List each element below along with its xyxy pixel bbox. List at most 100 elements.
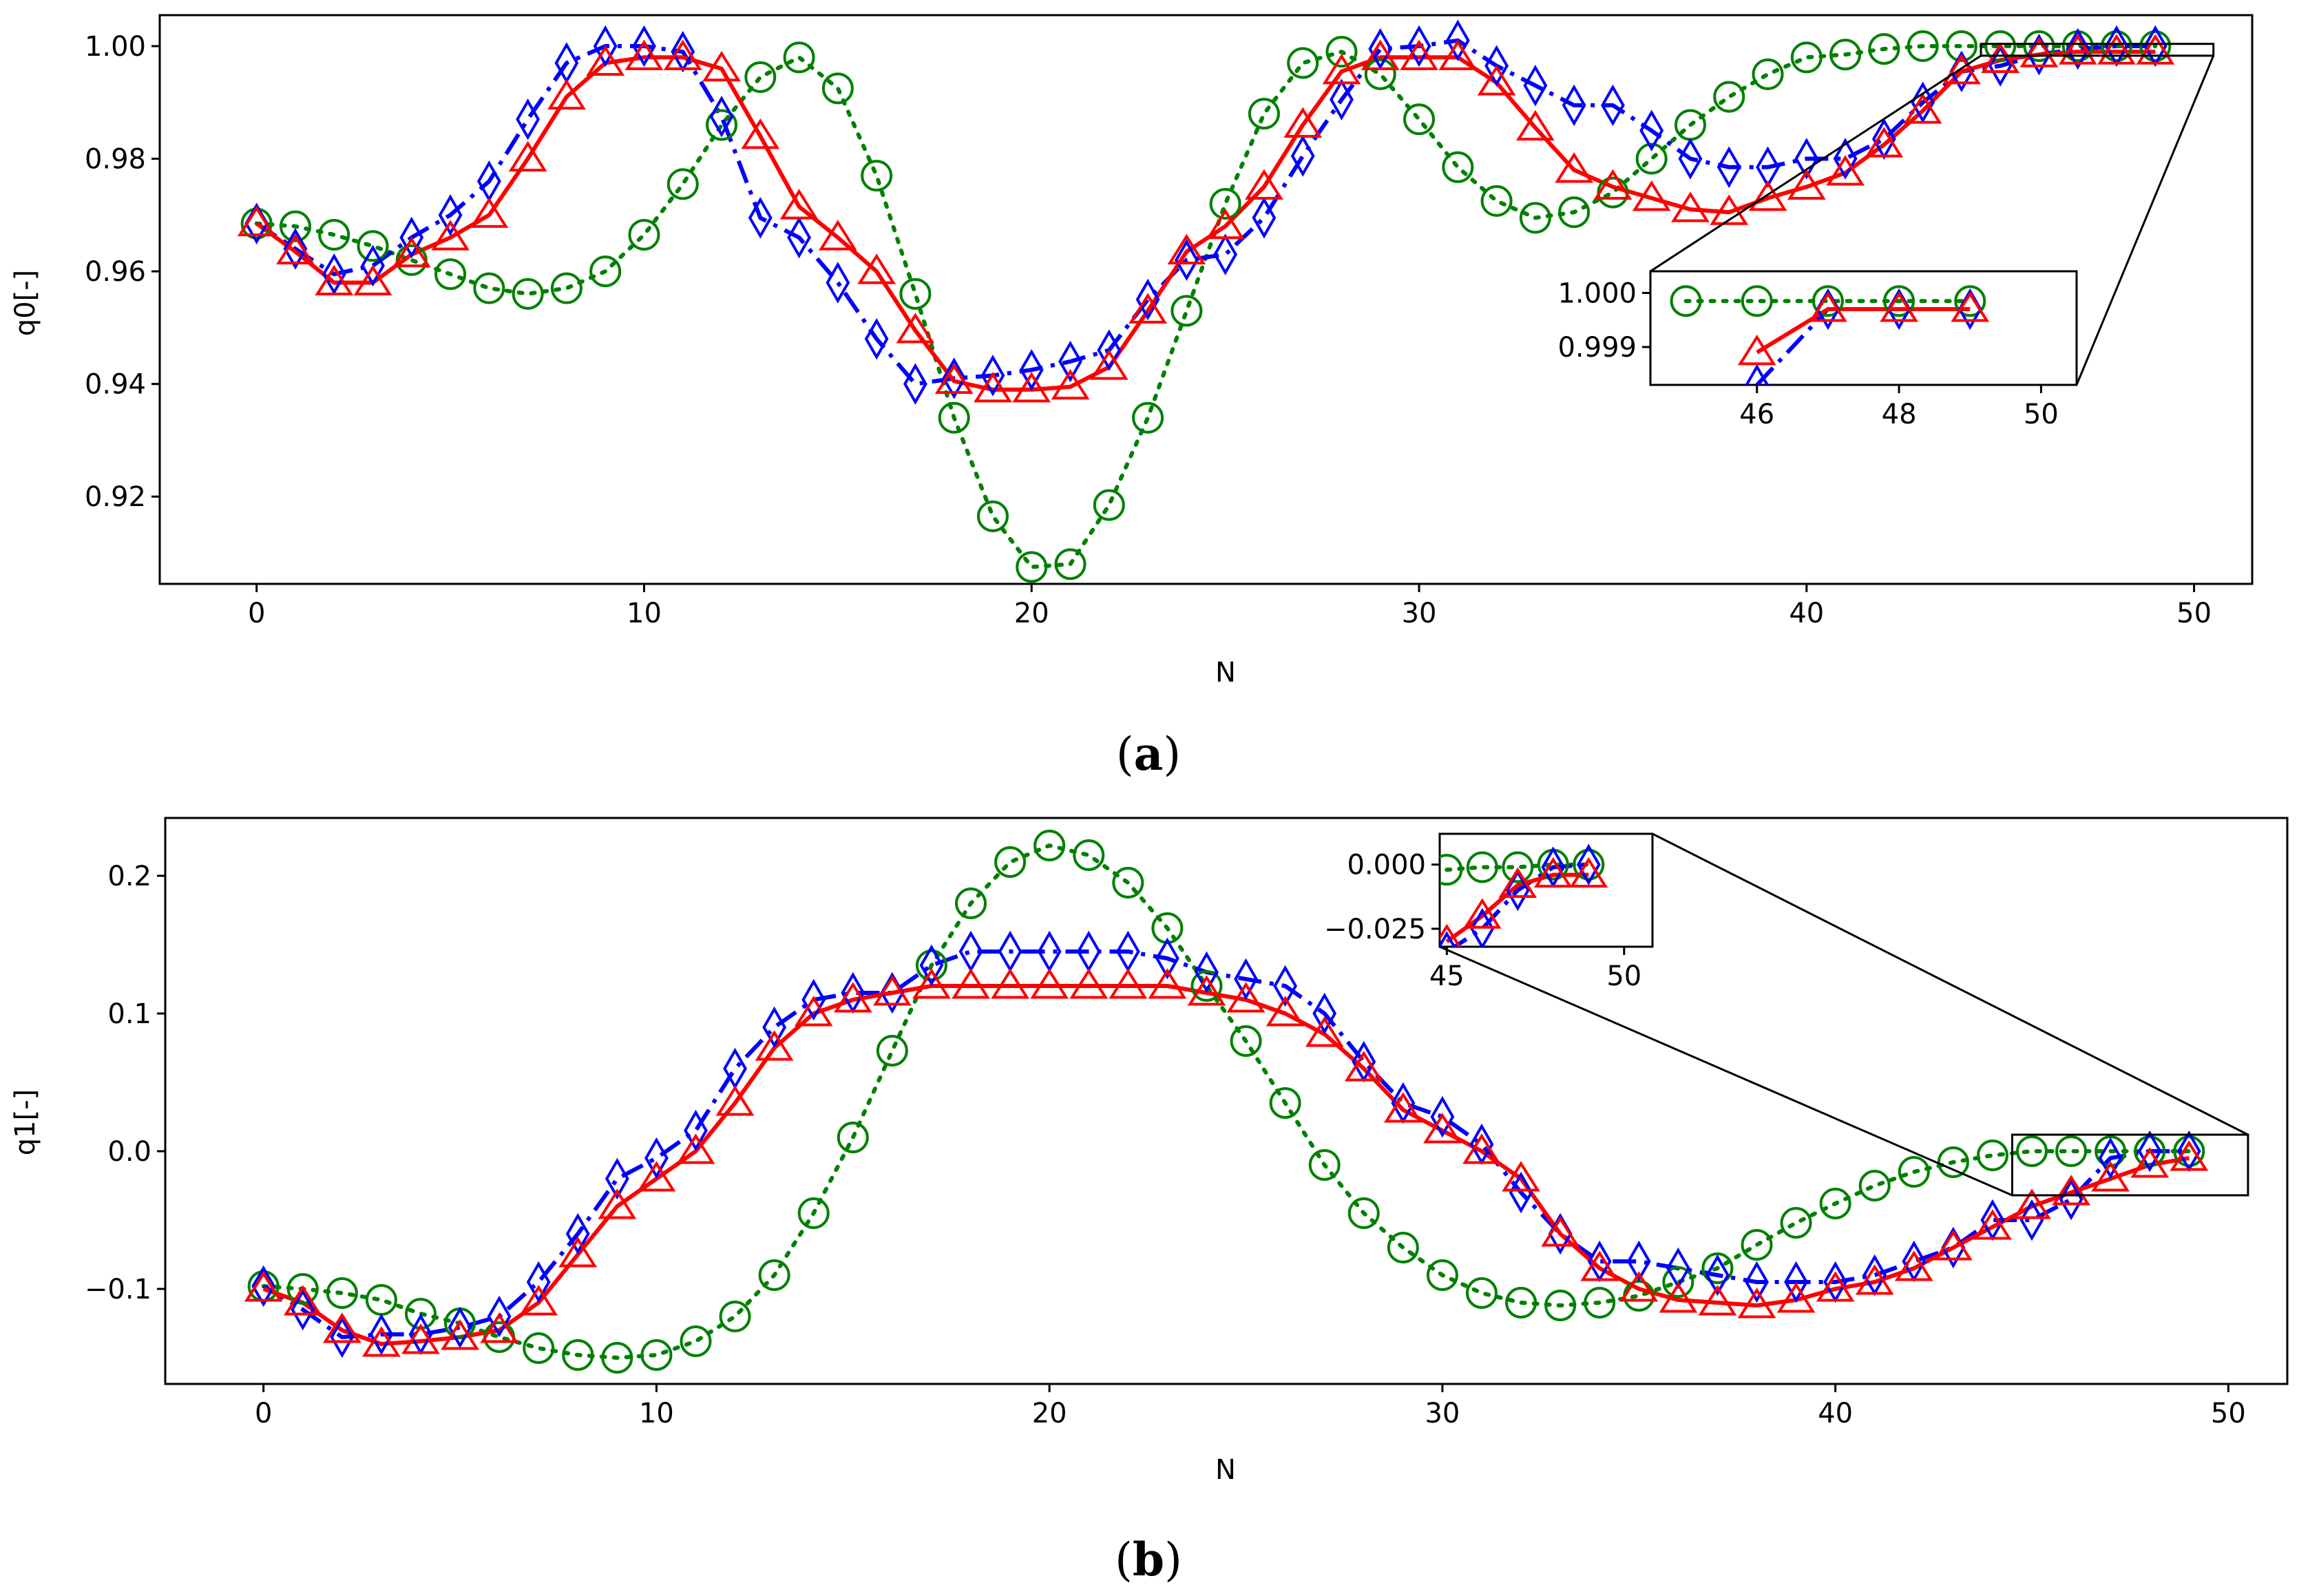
pb-series-green-circle-point-21 <box>1073 839 1105 871</box>
pb-series-blue-diamond-point-42 <box>1902 1240 1927 1283</box>
pa-series-red-triangle-point-12 <box>702 50 741 82</box>
pa-zoom-connector <box>1650 54 1982 273</box>
pb-series-red-triangle-point-48 <box>2130 1147 2170 1178</box>
pb-series-green-circle-point-33 <box>1544 1290 1577 1321</box>
pa-series-green-circle-point-23 <box>1132 401 1164 434</box>
pa-y-tick-label: 0.94 <box>85 369 146 401</box>
pa-series-green-circle-point-19 <box>976 500 1009 532</box>
pa-series-red-triangle-point-14 <box>779 189 819 220</box>
pa-series-red-triangle-point-36 <box>1632 180 1671 211</box>
pb-x-tick-label: 20 <box>1032 1398 1067 1429</box>
panel-a-caption-letter: a <box>1134 727 1164 781</box>
pa-series-red-triangle-point-8 <box>547 78 586 110</box>
pa-series-blue-diamond-point-22 <box>1097 329 1122 371</box>
pa-series-blue-diamond-point-29 <box>1368 28 1393 70</box>
pb-series-blue-diamond-point-38 <box>1745 1261 1769 1303</box>
pa-series-green-circle-point-36 <box>1635 143 1668 175</box>
pa-series-red-triangle-point-40 <box>1787 169 1826 200</box>
pa-series-red-triangle-point-24 <box>1167 233 1206 265</box>
pb-inset-inset-green-point-0 <box>1440 854 1463 886</box>
pb-series-red-triangle-point-44 <box>1973 1209 2012 1240</box>
pa-series-blue-diamond-point-35 <box>1600 84 1625 127</box>
pa-series-green-circle-point-14 <box>783 41 815 74</box>
pa-series-blue-diamond-point-26 <box>1252 197 1277 239</box>
pa-series-green-circle-point-33 <box>1519 202 1551 234</box>
pb-series-red-triangle-point-39 <box>1776 1282 1816 1313</box>
pa-series-red-triangle-point-1 <box>276 233 315 265</box>
pa-series-green-circle-point-1 <box>279 210 311 242</box>
pa-series-blue-diamond-point-18 <box>942 357 967 399</box>
pb-series-red-triangle-point-38 <box>1737 1288 1776 1319</box>
pa-series-blue-diamond-point-13 <box>748 197 773 239</box>
pa-series-green-circle-point-45 <box>1984 30 2017 62</box>
pa-series-green-circle-point-46 <box>2023 30 2055 62</box>
pb-series-blue-diamond-point-1 <box>291 1288 315 1331</box>
pb-series-green-circle-point-27 <box>1308 1149 1341 1181</box>
pb-series-red-triangle-point-36 <box>1659 1282 1698 1313</box>
pa-series-green-circle-point-16 <box>861 160 893 192</box>
pa-series-blue-diamond-point-33 <box>1523 64 1548 107</box>
pa-series-green-circle-point-11 <box>666 168 699 200</box>
pb-series-red-triangle-point-22 <box>1109 968 1148 999</box>
pa-series-green-circle-point-30 <box>1403 103 1436 136</box>
pa-series-red-triangle-point-35 <box>1593 169 1633 200</box>
pa-series-red-triangle-point-5 <box>431 220 470 251</box>
pb-inset-inset-blue-point-1 <box>1470 907 1495 947</box>
pb-series-green-circle-point-9 <box>601 1342 633 1374</box>
pb-zoom-region-box <box>2011 1133 2249 1197</box>
pb-series-red-triangle-point-19 <box>991 968 1029 999</box>
panel-a-caption: (a) <box>1116 727 1181 781</box>
pb-series-blue-diamond-point-8 <box>565 1212 590 1255</box>
pa-x-tick-label: 30 <box>1402 598 1437 629</box>
pb-series-green-circle-point-15 <box>837 1122 869 1153</box>
panel-b-y-axis-label: q1[-] <box>10 1089 41 1155</box>
pb-series-blue-diamond-point-27 <box>1312 992 1337 1035</box>
pa-series-green-circle-point-5 <box>434 258 467 291</box>
pa-series-green-circle-point-40 <box>1790 41 1823 74</box>
pb-series-red-triangle-point-14 <box>794 996 833 1027</box>
pa-series-blue-diamond-point-20 <box>1019 348 1044 391</box>
pb-inset-inset-green-point-4 <box>1573 848 1605 881</box>
pb-x-tick-label: 10 <box>639 1398 674 1429</box>
pb-series-red-triangle-point-34 <box>1580 1250 1619 1281</box>
pb-series-red-triangle-point-33 <box>1541 1216 1580 1247</box>
pb-series-red-triangle-point-30 <box>1423 1113 1462 1144</box>
pa-series-green-circle-point-32 <box>1480 185 1513 217</box>
pa-x-tick-label: 20 <box>1014 598 1049 629</box>
pb-series-green-circle-point-37 <box>1701 1252 1734 1284</box>
pb-series-blue-diamond-point-6 <box>487 1295 512 1338</box>
pa-series-green-circle-point-12 <box>706 109 738 141</box>
pa-series-blue-diamond-point-36 <box>1639 109 1664 151</box>
pa-series-blue-diamond-point-3 <box>361 244 385 287</box>
panel-b-x-ticks: 0 10 20 30 40 50 <box>255 1384 2246 1429</box>
pb-series-green-circle-point-7 <box>523 1332 555 1364</box>
pb-series-red-triangle-point-32 <box>1502 1161 1540 1192</box>
pa-series-red-triangle-point-48 <box>2097 34 2136 65</box>
pa-series-blue-diamond-point-40 <box>1794 138 1819 180</box>
pb-x-tick-label: 30 <box>1425 1398 1460 1429</box>
pb-series-red-triangle-point-26 <box>1266 996 1305 1027</box>
pa-series-red-triangle-point-34 <box>1555 152 1594 183</box>
pb-inset-inset-blue-point-0 <box>1440 931 1456 947</box>
pa-series-red-triangle-point-37 <box>1671 191 1710 222</box>
pa-series-blue-diamond-point-38 <box>1717 146 1741 189</box>
panel-a-y-axis-label: q0[-] <box>10 270 41 336</box>
pb-series-blue-diamond-point-9 <box>605 1157 629 1200</box>
pa-inset-x-tick-label: 46 <box>1739 399 1774 430</box>
pb-series-blue-diamond-point-7 <box>526 1261 551 1303</box>
pb-series-green-circle-point-19 <box>994 846 1027 878</box>
pa-series-red-triangle-point-15 <box>818 220 857 251</box>
pa-x-tick-label: 0 <box>248 598 265 629</box>
pa-zoom-connector <box>2075 55 2215 386</box>
pa-series-blue-diamond-point-43 <box>1911 81 1935 124</box>
pb-series-blue-diamond-point-47 <box>2098 1137 2123 1179</box>
pb-inset-inset-red-point-4 <box>1569 857 1608 888</box>
panel-a-plot-frame <box>158 14 2254 585</box>
pb-inset-x-tick-label: 50 <box>1606 960 1641 992</box>
pa-series-blue-diamond-point-2 <box>322 253 346 295</box>
pa-inset-inset-red-point-0 <box>1737 335 1776 366</box>
pa-series-green-circle-point-2 <box>318 218 350 251</box>
pb-series-red-triangle-point-23 <box>1148 968 1187 999</box>
pb-series-green-circle-point-38 <box>1741 1229 1773 1261</box>
pb-series-green-circle-point-44 <box>1976 1140 2008 1171</box>
